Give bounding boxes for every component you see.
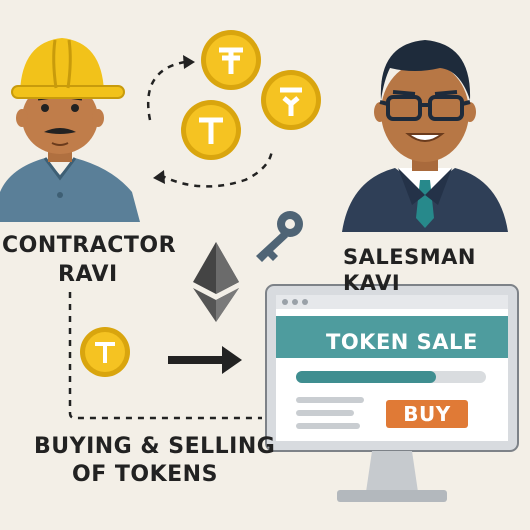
- coin-icon: [261, 70, 321, 130]
- buy-button[interactable]: BUY: [403, 402, 451, 426]
- salesman-figure: [342, 40, 508, 232]
- glasses-icon: [379, 95, 471, 121]
- cycle-arrowhead-bottom: [153, 170, 165, 184]
- salesman-label: SALESMAN KAVI: [343, 245, 476, 295]
- ethereum-icon: [193, 242, 239, 322]
- dashed-connector: [68, 292, 262, 420]
- arrow-right-icon: [168, 346, 242, 374]
- progress-fill: [296, 371, 436, 383]
- monitor: [265, 284, 519, 502]
- cycle-arrowhead-top: [183, 55, 195, 69]
- salesman-smile: [405, 133, 445, 142]
- caption-line-2: OF TOKENS: [72, 462, 218, 487]
- cycle-arrows: [146, 60, 274, 188]
- coin-icon: [201, 30, 261, 90]
- contractor-name: RAVI: [58, 262, 118, 287]
- token-sale-title: TOKEN SALE: [326, 330, 478, 354]
- coin-icon: [80, 327, 130, 377]
- contractor-figure: [0, 82, 140, 222]
- key-icon: [256, 211, 303, 262]
- monitor-header: [276, 316, 508, 358]
- caption-line-1: BUYING & SELLING: [34, 434, 276, 459]
- hard-hat-icon: [11, 38, 125, 99]
- buy-button-shape: [386, 400, 468, 428]
- contractor-title: CONTRACTOR: [2, 233, 177, 258]
- coin-icon: [181, 100, 241, 160]
